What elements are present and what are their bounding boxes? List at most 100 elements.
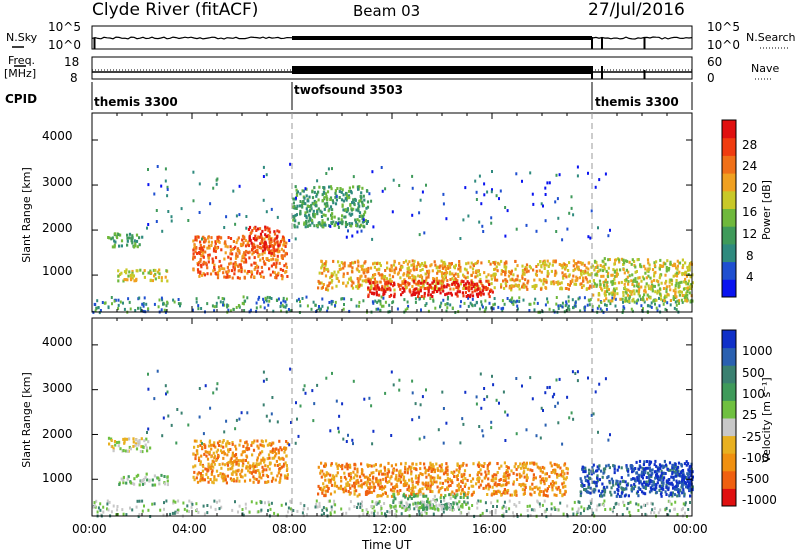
data-cell bbox=[472, 285, 475, 289]
data-cell bbox=[427, 487, 430, 491]
data-cell bbox=[532, 202, 535, 206]
data-cell bbox=[602, 280, 605, 284]
data-cell bbox=[670, 282, 673, 286]
data-cell bbox=[268, 467, 271, 471]
data-cell bbox=[490, 190, 493, 194]
data-cell bbox=[252, 448, 256, 452]
data-cell bbox=[381, 275, 384, 279]
data-cell bbox=[277, 250, 280, 254]
xtick-5: 20:00 bbox=[572, 522, 607, 536]
data-cell bbox=[304, 211, 307, 215]
data-cell bbox=[507, 489, 510, 492]
data-cell bbox=[177, 298, 180, 301]
data-cell bbox=[562, 477, 566, 481]
data-cell bbox=[146, 226, 148, 230]
data-cell bbox=[330, 222, 333, 225]
data-cell bbox=[651, 502, 654, 506]
data-cell bbox=[138, 236, 141, 240]
data-cell bbox=[197, 261, 201, 265]
data-cell bbox=[620, 494, 623, 498]
data-cell bbox=[215, 459, 218, 462]
data-cell bbox=[577, 297, 580, 301]
data-cell bbox=[580, 286, 584, 289]
data-cell bbox=[455, 281, 458, 285]
data-cell bbox=[240, 453, 243, 457]
data-cell bbox=[224, 251, 227, 255]
data-cell bbox=[196, 508, 198, 511]
data-cell bbox=[172, 499, 175, 503]
data-cell bbox=[604, 280, 607, 284]
data-cell bbox=[479, 287, 482, 291]
data-cell bbox=[599, 282, 602, 286]
data-cell bbox=[270, 264, 273, 268]
data-cell bbox=[296, 213, 298, 217]
data-cell bbox=[330, 299, 333, 303]
data-cell bbox=[357, 187, 360, 191]
data-cell bbox=[460, 473, 463, 477]
data-cell bbox=[415, 264, 418, 268]
data-cell bbox=[404, 465, 407, 469]
data-cell bbox=[561, 494, 564, 498]
data-cell bbox=[430, 480, 433, 484]
data-cell bbox=[202, 255, 205, 259]
data-cell bbox=[336, 471, 339, 475]
data-cell bbox=[253, 275, 256, 279]
data-cell bbox=[655, 298, 658, 302]
data-cell bbox=[406, 281, 409, 285]
data-cell bbox=[222, 303, 224, 307]
data-cell bbox=[459, 265, 462, 269]
data-cell bbox=[464, 282, 468, 286]
data-cell bbox=[600, 491, 603, 495]
data-cell bbox=[557, 280, 560, 284]
data-cell bbox=[487, 279, 490, 283]
data-cell bbox=[294, 237, 297, 241]
data-cell bbox=[404, 467, 407, 471]
data-cell bbox=[341, 204, 344, 208]
data-cell bbox=[686, 293, 689, 297]
data-cell bbox=[267, 303, 270, 307]
data-cell bbox=[390, 482, 393, 486]
data-cell bbox=[554, 200, 557, 204]
data-cell bbox=[422, 296, 425, 300]
data-cell bbox=[325, 508, 328, 512]
data-cell bbox=[255, 462, 258, 466]
data-cell bbox=[366, 480, 369, 484]
data-cell bbox=[129, 447, 132, 451]
data-cell bbox=[285, 252, 288, 256]
data-cell bbox=[511, 278, 514, 282]
data-cell bbox=[248, 238, 251, 242]
data-cell bbox=[250, 263, 253, 267]
data-cell bbox=[526, 467, 529, 471]
data-cell bbox=[241, 243, 245, 247]
data-cell bbox=[526, 504, 529, 508]
data-cell bbox=[417, 295, 420, 299]
data-cell bbox=[433, 494, 436, 498]
data-cell bbox=[179, 304, 181, 308]
data-cell bbox=[333, 270, 336, 274]
data-cell bbox=[543, 260, 546, 264]
data-cell bbox=[117, 279, 120, 283]
data-cell bbox=[438, 279, 441, 283]
data-cell bbox=[422, 283, 425, 287]
data-cell bbox=[298, 204, 301, 208]
data-cell bbox=[685, 286, 688, 290]
data-cell bbox=[262, 297, 265, 301]
data-cell bbox=[523, 488, 526, 492]
data-cell bbox=[278, 261, 281, 265]
data-cell bbox=[120, 239, 124, 243]
data-cell bbox=[588, 472, 591, 476]
data-cell bbox=[142, 271, 145, 275]
data-cell bbox=[493, 268, 496, 271]
data-cell bbox=[479, 499, 482, 503]
data-cell bbox=[160, 279, 163, 283]
data-cell bbox=[362, 299, 365, 303]
data-cell bbox=[467, 304, 470, 308]
data-cell bbox=[440, 504, 443, 508]
data-cell bbox=[460, 504, 463, 508]
data-cell bbox=[232, 308, 235, 311]
data-cell bbox=[611, 296, 614, 300]
data-cell bbox=[683, 481, 686, 484]
data-cell bbox=[256, 251, 259, 255]
data-cell bbox=[423, 279, 426, 283]
data-cell bbox=[557, 508, 560, 512]
